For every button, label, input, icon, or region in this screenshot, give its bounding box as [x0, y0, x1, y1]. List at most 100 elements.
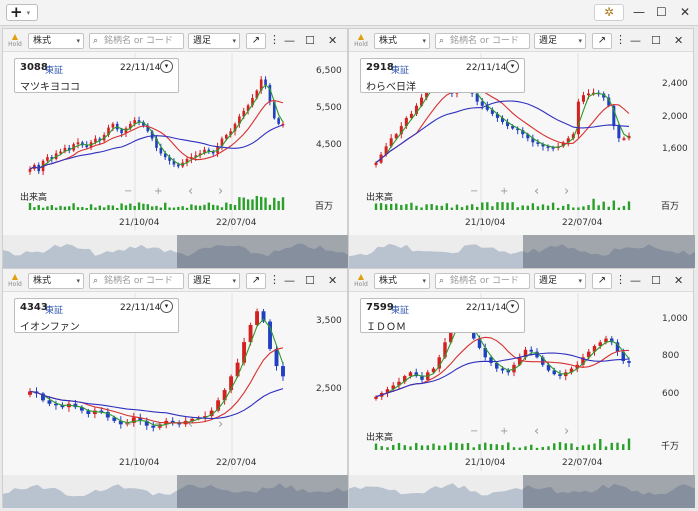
- zoom-in-button[interactable]: +: [154, 186, 163, 197]
- overview-selection[interactable]: [523, 475, 695, 508]
- scroll-left-button[interactable]: ‹: [534, 184, 540, 199]
- panel-minimize-button[interactable]: —: [284, 274, 295, 287]
- candle-body: [394, 134, 398, 139]
- period-select[interactable]: 週足 ▾: [188, 33, 240, 49]
- candle-body: [261, 311, 266, 322]
- volume-bar: [392, 444, 395, 450]
- search-input[interactable]: ⌕ 銘柄名 or コード: [89, 33, 184, 49]
- more-menu-button[interactable]: ⋮: [615, 33, 626, 46]
- panel-maximize-button[interactable]: ☐: [305, 274, 315, 287]
- candle-body: [561, 142, 565, 147]
- hold-button[interactable]: ▲ Hold: [7, 32, 23, 48]
- period-select[interactable]: 週足 ▾: [534, 33, 586, 49]
- expand-button[interactable]: ↗: [592, 273, 612, 289]
- chevron-down-icon[interactable]: ▾: [506, 300, 519, 313]
- security-type-select[interactable]: 株式 ▾: [374, 33, 430, 49]
- candle-body: [500, 117, 505, 122]
- scroll-right-button[interactable]: ›: [564, 184, 570, 199]
- volume-bar: [264, 197, 267, 210]
- security-type-select[interactable]: 株式 ▾: [374, 273, 430, 289]
- candle-body: [251, 97, 254, 106]
- close-button[interactable]: ✕: [680, 5, 691, 19]
- candle-body: [46, 157, 49, 161]
- scroll-right-button[interactable]: ›: [218, 417, 224, 432]
- candle-body: [207, 149, 211, 152]
- scroll-left-button[interactable]: ‹: [188, 417, 194, 432]
- expand-button[interactable]: ↗: [246, 273, 266, 289]
- overview-navigator[interactable]: [3, 475, 349, 508]
- panel-maximize-button[interactable]: ☐: [305, 34, 315, 47]
- scroll-right-button[interactable]: ›: [564, 424, 570, 439]
- search-input[interactable]: ⌕ 銘柄名 or コード: [89, 273, 184, 289]
- overview-selection[interactable]: [523, 235, 695, 268]
- chevron-down-icon[interactable]: ▾: [160, 300, 173, 313]
- price-chart[interactable]: [3, 53, 349, 233]
- volume-bar: [489, 443, 493, 450]
- panel-minimize-button[interactable]: —: [630, 274, 641, 287]
- hold-button[interactable]: ▲ Hold: [353, 32, 369, 48]
- period-select[interactable]: 週足 ▾: [188, 273, 240, 289]
- panel-close-button[interactable]: ✕: [328, 274, 338, 287]
- zoom-out-button[interactable]: −: [124, 186, 133, 197]
- stock-info-box: 3088 東証 22/11/14 ▾ マツキヨココ: [14, 58, 179, 93]
- zoom-in-button[interactable]: +: [500, 426, 509, 437]
- maximize-button[interactable]: ☐: [656, 5, 667, 19]
- zoom-in-button[interactable]: +: [154, 419, 163, 430]
- candle-body: [602, 93, 606, 98]
- overview-navigator[interactable]: [3, 235, 349, 268]
- search-input[interactable]: ⌕ 銘柄名 or コード: [435, 33, 530, 49]
- overview-navigator[interactable]: [349, 235, 695, 268]
- scroll-right-button[interactable]: ›: [218, 184, 224, 199]
- search-placeholder: 銘柄名 or コード: [450, 276, 519, 286]
- candle-body: [146, 125, 150, 132]
- overview-navigator[interactable]: [349, 475, 695, 508]
- more-menu-button[interactable]: ⋮: [269, 273, 280, 286]
- period-select[interactable]: 週足 ▾: [534, 273, 586, 289]
- expand-button[interactable]: ↗: [246, 33, 266, 49]
- panel-close-button[interactable]: ✕: [674, 34, 684, 47]
- security-type-select[interactable]: 株式 ▾: [28, 33, 84, 49]
- candle-body: [587, 351, 591, 358]
- panel-minimize-button[interactable]: —: [284, 34, 295, 47]
- more-menu-button[interactable]: ⋮: [269, 33, 280, 46]
- volume-bar: [415, 442, 418, 450]
- x-tick-label: 21/10/04: [119, 218, 160, 228]
- add-panel-button[interactable]: + ▾: [6, 4, 38, 21]
- security-type-select[interactable]: 株式 ▾: [28, 273, 84, 289]
- zoom-out-button[interactable]: −: [470, 426, 479, 437]
- search-input[interactable]: ⌕ 銘柄名 or コード: [435, 273, 530, 289]
- candle-body: [443, 342, 447, 358]
- overview-svg: [349, 475, 695, 508]
- chevron-down-icon[interactable]: ▾: [160, 60, 173, 73]
- y-tick-label: 800: [662, 351, 680, 362]
- candle-body: [281, 366, 285, 377]
- more-menu-button[interactable]: ⋮: [615, 273, 626, 286]
- candle-body: [190, 157, 193, 159]
- arrow-expand-icon: ↗: [251, 35, 261, 46]
- candle-body: [552, 370, 556, 375]
- panel-minimize-button[interactable]: —: [630, 34, 641, 47]
- hold-button[interactable]: ▲ Hold: [7, 272, 23, 288]
- settings-button[interactable]: ✲: [594, 4, 624, 21]
- panel-maximize-button[interactable]: ☐: [651, 34, 661, 47]
- expand-button[interactable]: ↗: [592, 33, 612, 49]
- chevron-down-icon[interactable]: ▾: [506, 60, 519, 73]
- zoom-in-button[interactable]: +: [500, 186, 509, 197]
- panel-close-button[interactable]: ✕: [674, 274, 684, 287]
- chevron-down-icon: ▾: [232, 37, 236, 45]
- panel-maximize-button[interactable]: ☐: [651, 274, 661, 287]
- hold-button[interactable]: ▲ Hold: [353, 272, 369, 288]
- candle-body: [399, 126, 403, 135]
- volume-bar: [102, 207, 106, 210]
- zoom-out-button[interactable]: −: [124, 419, 133, 430]
- scroll-left-button[interactable]: ‹: [534, 424, 540, 439]
- volume-bar: [440, 205, 443, 210]
- overview-selection[interactable]: [177, 475, 349, 508]
- scroll-left-button[interactable]: ‹: [188, 184, 194, 199]
- overview-selection[interactable]: [177, 235, 349, 268]
- minimize-button[interactable]: —: [633, 5, 645, 19]
- candle-body: [409, 113, 413, 118]
- zoom-out-button[interactable]: −: [470, 186, 479, 197]
- period-label: 週足: [193, 276, 212, 286]
- panel-close-button[interactable]: ✕: [328, 34, 338, 47]
